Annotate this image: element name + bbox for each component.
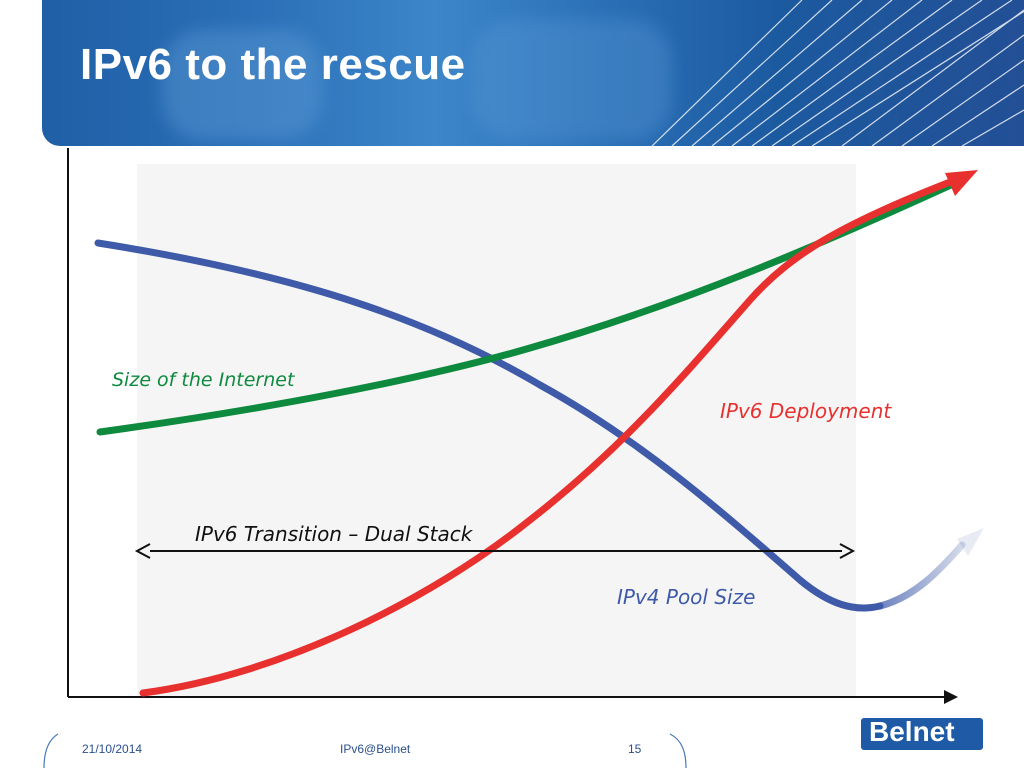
ipv6-deployment-label: IPv6 Deployment	[720, 399, 892, 423]
banner-stripes-icon	[651, 0, 1024, 146]
internet-size-label: Size of the Internet	[112, 369, 296, 391]
footer-date: 21/10/2014	[82, 742, 143, 756]
transition-label: IPv6 Transition – Dual Stack	[195, 522, 474, 546]
transition-left-arrowhead-icon	[134, 543, 151, 559]
ipv4-pool-arrowhead-icon	[957, 528, 984, 556]
page-title: IPv6 to the rescue	[80, 40, 466, 89]
logo-text: Belnet	[869, 718, 955, 747]
banner-glow	[162, 30, 322, 140]
ipv4-pool-label: IPv4 Pool Size	[617, 585, 755, 609]
footer-title: IPv6@Belnet	[340, 742, 411, 756]
banner-glow	[472, 20, 672, 140]
transition-right-arrowhead-icon	[839, 543, 856, 559]
title-banner: IPv6 to the rescue	[42, 0, 1024, 146]
x-axis-arrowhead-icon	[944, 690, 958, 704]
ipv4-pool-curve	[94, 239, 884, 612]
belnet-logo: Belnet	[861, 718, 983, 750]
plot-background	[137, 164, 856, 696]
ipv4-pool-curve-tail	[876, 541, 966, 610]
ipv6-deployment-curve	[139, 178, 954, 697]
ipv6-deployment-arrowhead-icon	[945, 170, 978, 196]
page-number: 15	[628, 742, 642, 756]
